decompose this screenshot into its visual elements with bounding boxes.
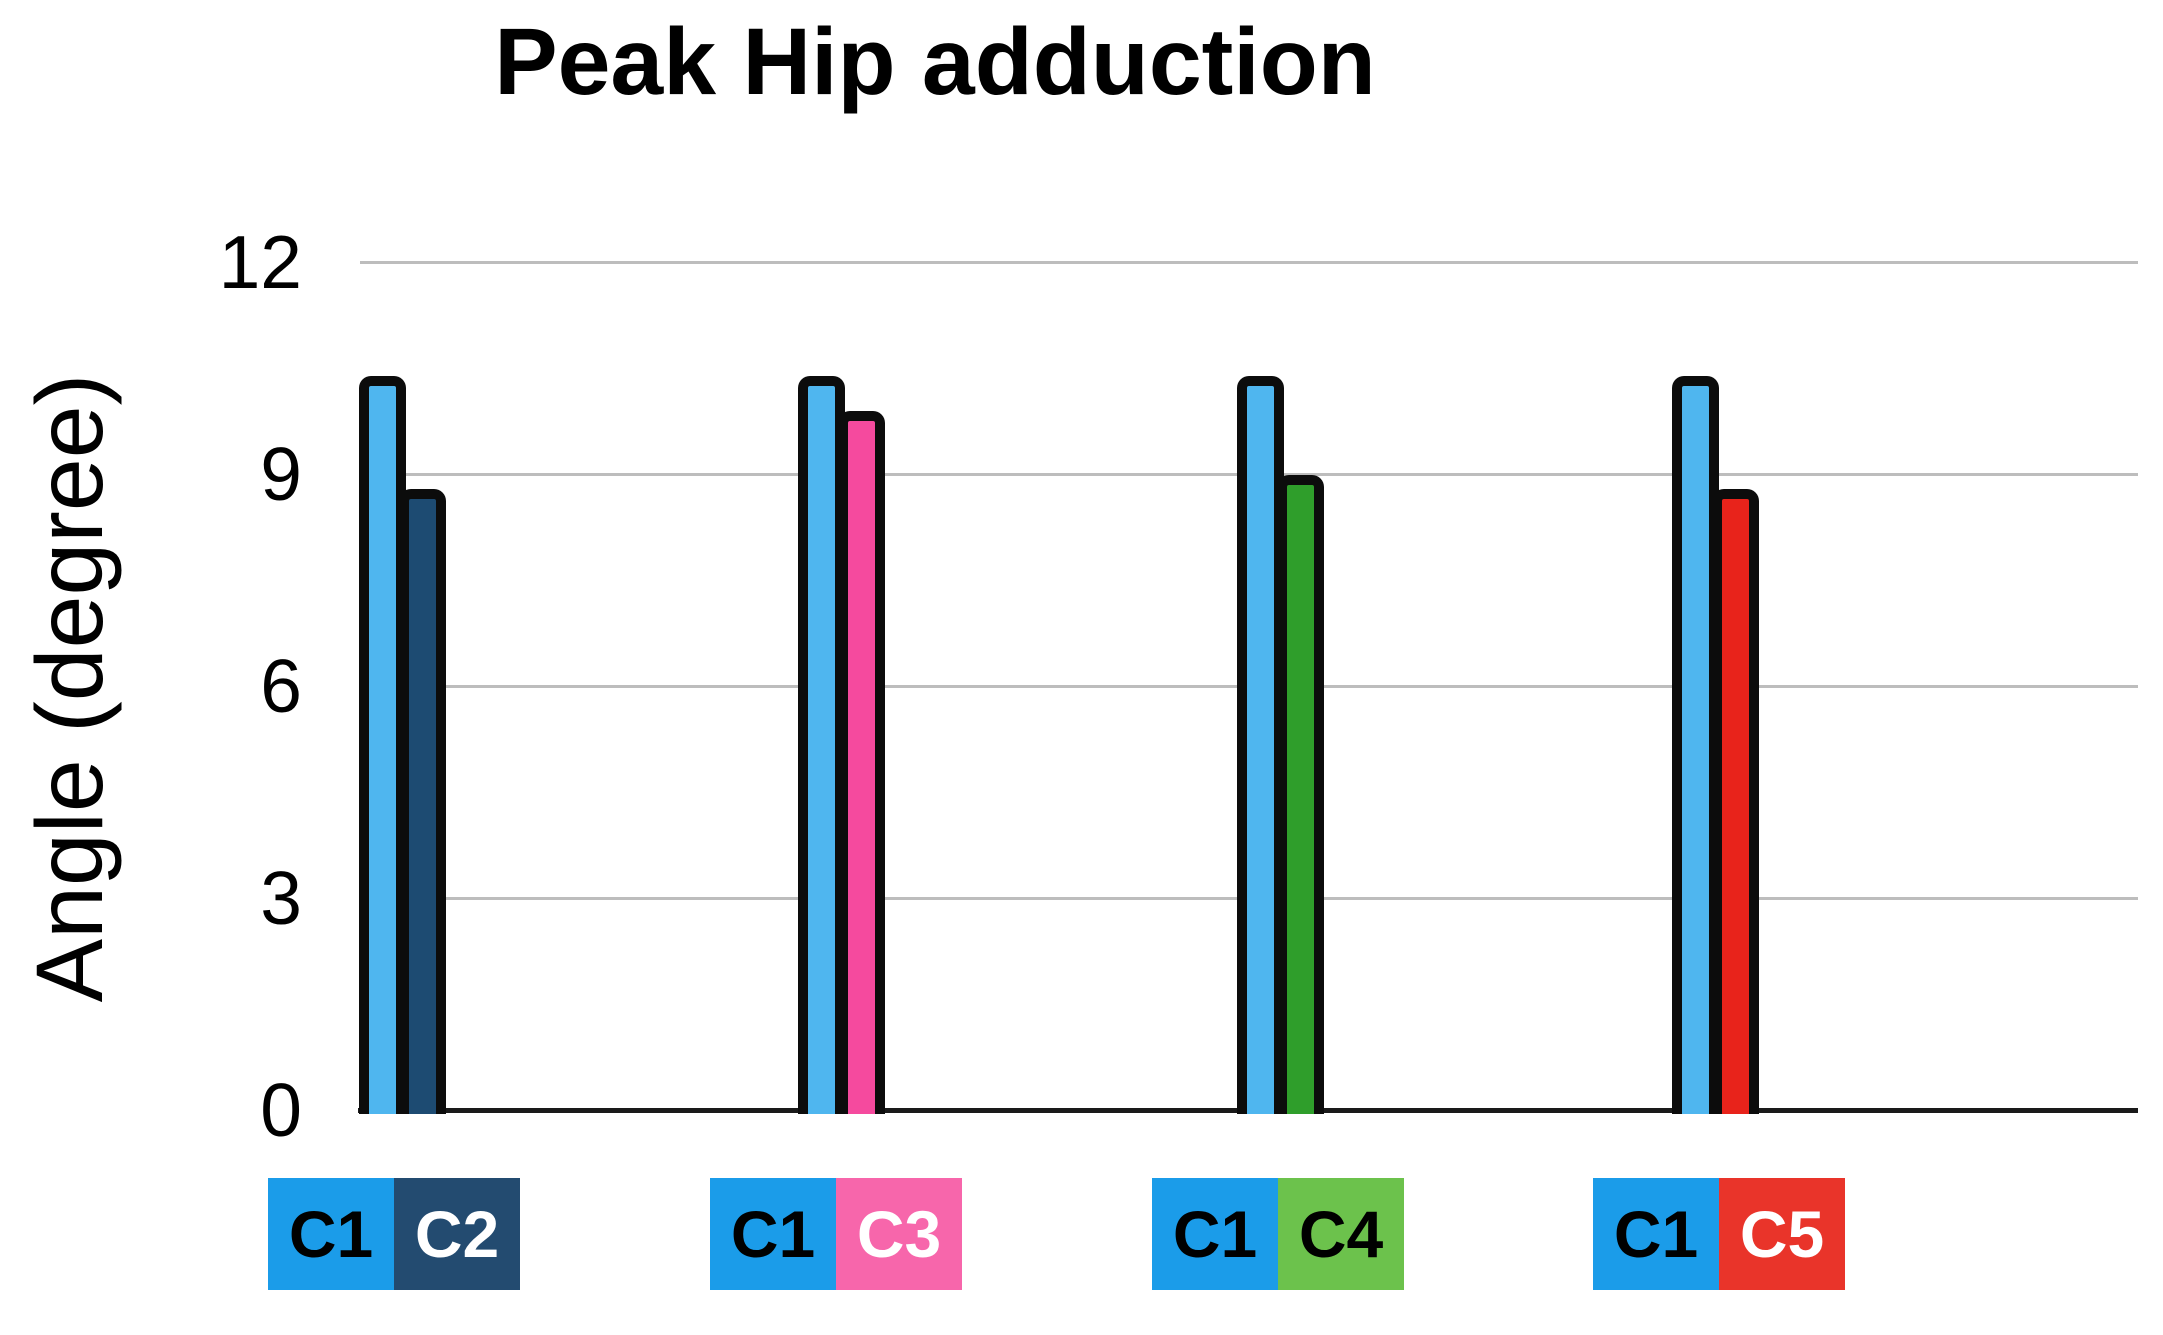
legend-cell-c1: C1 xyxy=(710,1178,836,1290)
y-tick-3: 3 xyxy=(260,856,302,940)
legend-cell-c1: C1 xyxy=(1152,1178,1278,1290)
y-tick-12: 12 xyxy=(218,220,302,304)
legend-cell-c3: C3 xyxy=(836,1178,962,1290)
bar-c2 xyxy=(399,489,446,1114)
legend-cell-c1: C1 xyxy=(268,1178,394,1290)
bar-c5 xyxy=(1712,489,1759,1114)
legend-cell-c2: C2 xyxy=(394,1178,520,1290)
y-tick-0: 0 xyxy=(260,1068,302,1152)
legend-group-c1-c3: C1 C3 xyxy=(710,1178,962,1290)
chart-title: Peak Hip adduction xyxy=(494,9,1376,115)
bar-group-c1-c5 xyxy=(1672,254,1764,1114)
legend-group-c1-c4: C1 C4 xyxy=(1152,1178,1404,1290)
bar-c4 xyxy=(1277,475,1324,1114)
bar-c1 xyxy=(798,376,845,1114)
y-tick-9: 9 xyxy=(260,432,302,516)
gridline-12 xyxy=(360,261,2138,264)
legend-cell-c5: C5 xyxy=(1719,1178,1845,1290)
legend-cell-c4: C4 xyxy=(1278,1178,1404,1290)
bar-c1 xyxy=(1672,376,1719,1114)
bar-group-c1-c3 xyxy=(798,254,890,1114)
bar-c3 xyxy=(838,411,885,1114)
legend-group-c1-c2: C1 C2 xyxy=(268,1178,520,1290)
legend-group-c1-c5: C1 C5 xyxy=(1593,1178,1845,1290)
bar-group-c1-c2 xyxy=(359,254,451,1114)
y-tick-6: 6 xyxy=(260,644,302,728)
bar-c1 xyxy=(359,376,406,1114)
legend-cell-c1: C1 xyxy=(1593,1178,1719,1290)
bar-group-c1-c4 xyxy=(1237,254,1329,1114)
bar-c1 xyxy=(1237,376,1284,1114)
